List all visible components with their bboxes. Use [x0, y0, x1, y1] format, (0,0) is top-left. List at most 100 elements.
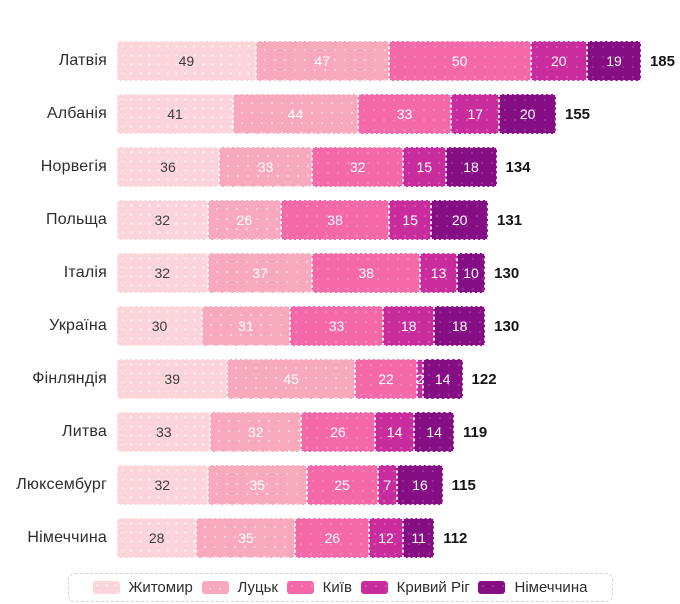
bar-segment[interactable]: 38: [281, 200, 389, 240]
segment-value: 20: [551, 53, 567, 69]
bar-segment[interactable]: 32: [312, 147, 404, 187]
segment-value: 26: [324, 530, 341, 546]
bar-segment[interactable]: 12: [369, 518, 404, 558]
bar-segment[interactable]: 15: [388, 200, 432, 240]
bar-segment[interactable]: 49: [117, 41, 256, 81]
chart-row: Люксембург 32 35 25 7 16 115: [0, 465, 680, 505]
chart-row: Литва 33 32 26 14 14 119: [0, 412, 680, 452]
bar-segment[interactable]: 31: [201, 306, 290, 346]
bar-segment[interactable]: 47: [255, 41, 389, 81]
category-label: Польща: [46, 211, 107, 228]
bar-segment[interactable]: 18: [434, 306, 486, 346]
stacked-bar: 28 35 26 12 11: [117, 518, 435, 558]
segment-value: 49: [178, 53, 195, 69]
segment-value: 38: [358, 265, 375, 281]
bar-segment[interactable]: 18: [445, 147, 497, 187]
bar-segment[interactable]: 22: [354, 359, 418, 399]
bar-segment[interactable]: 11: [403, 518, 435, 558]
bar-segment[interactable]: 45: [227, 359, 355, 399]
bar-segment[interactable]: 32: [117, 465, 208, 505]
total-label: 185: [649, 52, 675, 70]
bar-segment[interactable]: 20: [530, 41, 588, 81]
chart-row: Норвегія 36 33 32 15 18 134: [0, 147, 680, 187]
bar-segment[interactable]: 16: [397, 465, 443, 505]
bar-segment[interactable]: 39: [117, 359, 228, 399]
chart-row: Італія 32 37 38 13 10 130: [0, 253, 680, 293]
bar-segment[interactable]: 38: [312, 253, 421, 293]
bar-segment[interactable]: 35: [196, 518, 296, 558]
category-label: Люксембург: [16, 476, 107, 493]
bar-segment[interactable]: 25: [306, 465, 378, 505]
bar-segment[interactable]: 10: [456, 253, 486, 293]
category-label: Фінляндія: [32, 370, 107, 387]
bar-segment[interactable]: 33: [117, 412, 211, 452]
bar-segment[interactable]: 13: [420, 253, 457, 293]
legend-label: Житомир: [128, 579, 193, 596]
bar-segment[interactable]: 17: [451, 94, 500, 134]
segment-value: 20: [451, 212, 468, 228]
bar-segment[interactable]: 18: [383, 306, 435, 346]
chart-legend: Житомир Луцьк Київ Кривий Ріг Німеччина: [67, 573, 613, 602]
segment-value: 16: [412, 477, 428, 493]
legend-item[interactable]: Німеччина: [478, 579, 587, 596]
legend-label: Кривий Ріг: [396, 579, 470, 596]
bar-segment[interactable]: 41: [117, 94, 234, 134]
bar-segment[interactable]: 20: [431, 200, 489, 240]
bar-segment[interactable]: 15: [403, 147, 446, 187]
stacked-bar: 32 37 38 13 10: [117, 253, 486, 293]
stacked-bar: 39 45 22 2 14: [117, 359, 463, 399]
segment-value: 30: [151, 318, 168, 334]
bar-segment[interactable]: 33: [289, 306, 384, 346]
bar-segment[interactable]: 26: [207, 200, 282, 240]
stacked-bar: 36 33 32 15 18: [117, 147, 497, 187]
segment-value: 45: [283, 371, 299, 387]
bar-segment[interactable]: 28: [117, 518, 197, 558]
stacked-bar: 30 31 33 18 18: [117, 306, 486, 346]
bar-segment[interactable]: 19: [587, 41, 641, 81]
segment-value: 20: [519, 106, 536, 122]
bar-segment[interactable]: 36: [117, 147, 219, 187]
total-label: 115: [451, 476, 476, 494]
segment-value: 33: [396, 106, 413, 122]
segment-value: 28: [148, 530, 165, 546]
total-label: 112: [443, 529, 468, 547]
bar-segment[interactable]: 37: [207, 253, 313, 293]
segment-value: 12: [378, 530, 394, 546]
legend-swatch-icon: [360, 581, 388, 594]
legend-item[interactable]: Кривий Ріг: [360, 579, 470, 596]
legend-item[interactable]: Київ: [286, 579, 352, 596]
bar-segment[interactable]: 14: [414, 412, 455, 452]
segment-value: 26: [330, 424, 346, 440]
segment-value: 35: [249, 477, 265, 493]
segment-value: 32: [154, 265, 171, 281]
segment-value: 15: [416, 159, 433, 175]
bar-segment[interactable]: 26: [301, 412, 375, 452]
bar-segment[interactable]: 32: [210, 412, 302, 452]
bar-segment[interactable]: 32: [117, 253, 208, 293]
segment-value: 50: [451, 53, 468, 69]
bar-segment[interactable]: 14: [422, 359, 463, 399]
segment-value: 35: [238, 530, 254, 546]
bar-segment[interactable]: 14: [374, 412, 415, 452]
segment-value: 32: [247, 424, 264, 440]
bar-segment[interactable]: 20: [499, 94, 556, 134]
bar-segment[interactable]: 7: [377, 465, 398, 505]
total-label: 155: [565, 105, 591, 123]
bar-segment[interactable]: 2: [416, 359, 424, 399]
bar-segment[interactable]: 50: [388, 41, 531, 81]
legend-label: Київ: [322, 579, 352, 596]
segment-value: 15: [402, 212, 418, 228]
bar-segment[interactable]: 44: [233, 94, 358, 134]
segment-value: 25: [334, 477, 350, 493]
bar-segment[interactable]: 32: [117, 200, 208, 240]
chart-row: Німеччина 28 35 26 12 11 112: [0, 518, 680, 558]
legend-item[interactable]: Луцьк: [201, 579, 278, 596]
bar-segment[interactable]: 33: [357, 94, 452, 134]
legend-item[interactable]: Житомир: [92, 579, 193, 596]
bar-segment[interactable]: 30: [117, 306, 202, 346]
bar-segment[interactable]: 26: [295, 518, 370, 558]
bar-segment[interactable]: 35: [207, 465, 307, 505]
legend-swatch-icon: [478, 581, 506, 594]
segment-value: 18: [451, 318, 468, 334]
bar-segment[interactable]: 33: [218, 147, 313, 187]
